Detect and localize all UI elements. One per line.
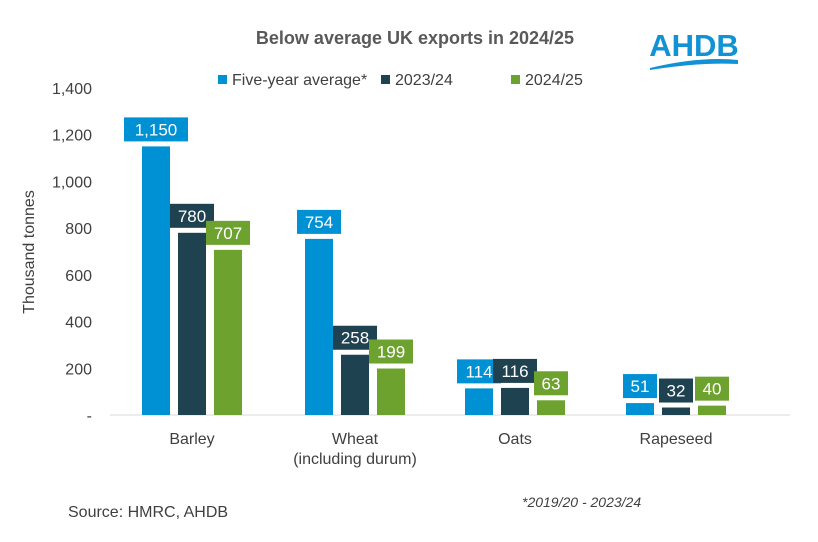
data-label: 40 — [703, 380, 722, 399]
y-tick-label: 1,400 — [52, 81, 92, 98]
logo-text: AHDB — [649, 28, 739, 63]
bar — [178, 232, 206, 415]
bar — [662, 407, 690, 415]
y-tick-label: 600 — [65, 268, 92, 285]
y-tick-label: 1,200 — [52, 128, 92, 145]
x-tick-label: Oats — [498, 431, 532, 448]
data-label: 258 — [341, 329, 369, 348]
data-label: 63 — [542, 374, 561, 393]
legend-swatch — [511, 75, 520, 84]
y-tick-label: 800 — [65, 221, 92, 238]
legend-label: 2024/25 — [525, 72, 583, 89]
chart-title: Below average UK exports in 2024/25 — [256, 28, 574, 48]
y-axis: - 200 400 600 800 1,000 1,200 1,400 — [52, 81, 92, 425]
data-label-box — [659, 378, 693, 403]
data-label-box — [493, 358, 537, 383]
bar — [142, 146, 170, 415]
data-label-box — [206, 220, 250, 245]
bar — [214, 249, 242, 415]
y-tick-label: - — [87, 408, 92, 425]
x-axis: Barley Wheat (including durum) Oats Rapeseed — [169, 431, 712, 468]
x-tick-label: Wheat — [332, 431, 379, 448]
data-label: 754 — [305, 213, 333, 232]
y-tick-label: 1,000 — [52, 174, 92, 191]
data-label-box — [297, 209, 341, 234]
data-label: 116 — [501, 362, 528, 381]
bar — [698, 405, 726, 415]
data-label-box — [124, 117, 188, 142]
legend-swatch — [381, 75, 390, 84]
y-tick-label: 200 — [65, 361, 92, 378]
footnote: *2019/20 - 2023/24 — [522, 494, 641, 510]
y-tick-label: 400 — [65, 315, 92, 332]
legend-swatch — [218, 75, 227, 84]
legend-label: 2023/24 — [395, 72, 453, 89]
data-label-box — [623, 374, 657, 399]
data-label: 114 — [465, 362, 492, 381]
data-label: 51 — [631, 377, 650, 396]
bars: 1,150 754 114 51 780 258 116 32 707 199 63 40 — [124, 117, 729, 415]
x-tick-label: (including durum) — [293, 451, 417, 468]
x-tick-label: Barley — [169, 431, 214, 448]
data-label: 199 — [377, 343, 405, 362]
bar — [465, 388, 493, 415]
source-note: Source: HMRC, AHDB — [68, 504, 228, 521]
bar — [501, 387, 529, 415]
bar — [341, 354, 369, 415]
bar — [377, 368, 405, 415]
data-label: 1,150 — [135, 120, 178, 139]
bar — [537, 400, 565, 415]
bar — [626, 403, 654, 415]
y-axis-label: Thousand tonnes — [21, 190, 38, 314]
logo-wave — [650, 59, 738, 70]
legend-label: Five-year average* — [232, 72, 367, 89]
ahdb-logo: AHDB — [649, 28, 739, 70]
data-label: 707 — [214, 224, 242, 243]
x-tick-label: Rapeseed — [640, 431, 713, 448]
legend: Five-year average* 2023/24 2024/25 — [218, 72, 583, 89]
data-label-box — [695, 376, 729, 401]
bar — [305, 238, 333, 415]
data-label-box — [534, 371, 568, 396]
data-label: 32 — [667, 382, 686, 401]
data-label: 780 — [178, 207, 206, 226]
data-label-box — [369, 339, 413, 364]
